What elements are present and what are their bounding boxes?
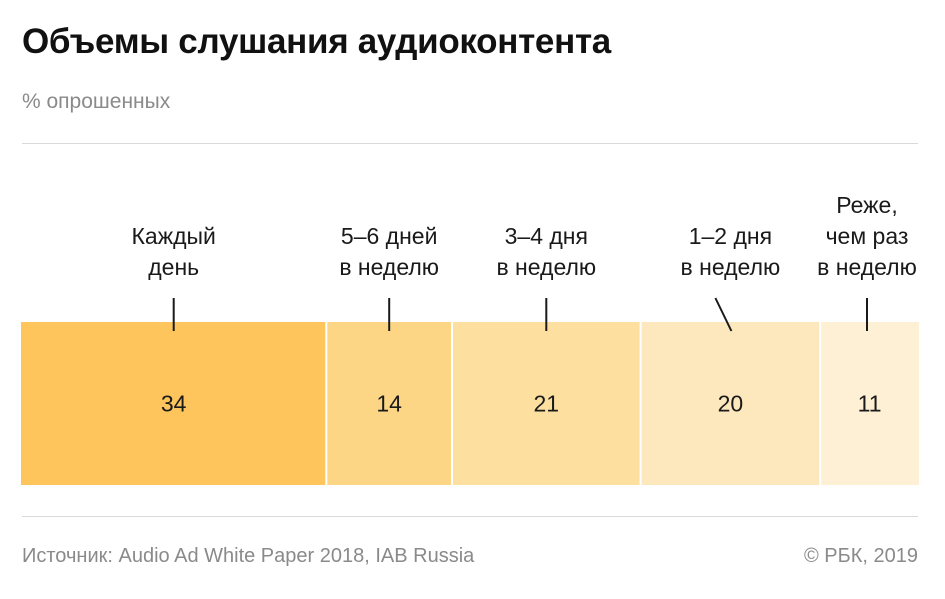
data-label-5: 11 (858, 391, 882, 417)
bar-segment-4 (640, 322, 821, 485)
data-label-2: 14 (376, 391, 402, 417)
category-label-4: в неделю (681, 254, 781, 280)
top-divider (22, 143, 918, 144)
category-label-5: Реже, (836, 192, 897, 218)
bottom-divider (22, 516, 918, 517)
category-label-1: Каждый (132, 223, 216, 249)
data-label-3: 21 (534, 391, 560, 417)
category-label-4: 1–2 дня (689, 223, 772, 249)
bar-segment-5 (820, 322, 919, 485)
leader-tick-4 (714, 297, 733, 332)
category-label-1: день (148, 254, 199, 280)
category-label-3: в неделю (496, 254, 596, 280)
data-label-4: 20 (718, 391, 744, 417)
data-label-1: 34 (161, 391, 187, 417)
category-label-3: 3–4 дня (505, 223, 588, 249)
category-label-2: в неделю (339, 254, 439, 280)
chart-subtitle: % опрошенных (22, 90, 171, 113)
chart-title: Объемы слушания аудиоконтента (22, 22, 611, 61)
copyright-note: © РБК, 2019 (803, 545, 918, 567)
category-label-5: чем раз (826, 223, 909, 249)
category-label-2: 5–6 дней (341, 223, 438, 249)
source-note: Источник: Audio Ad White Paper 2018, IAB… (22, 545, 475, 567)
bar-segment-1 (21, 322, 327, 485)
bar-segment-3 (452, 322, 641, 485)
category-label-5: в неделю (817, 254, 917, 280)
bar-segment-2 (326, 322, 452, 485)
